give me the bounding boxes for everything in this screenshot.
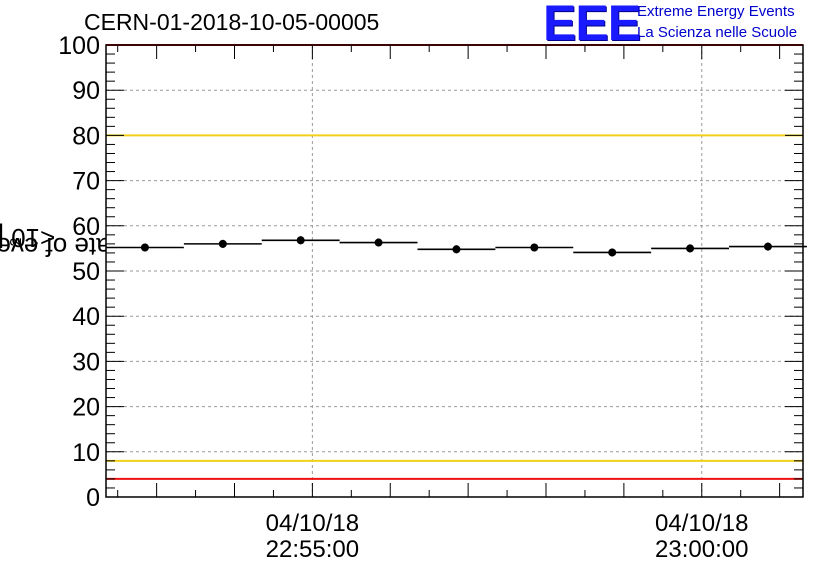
chart-title: CERN-01-2018-10-05-00005 [84,9,380,35]
y-tick-label: 70 [72,168,100,196]
y-tick-label: 10 [72,439,100,467]
data-point [296,236,305,245]
logo-tagline-bottom: La Scienza nelle Scuole [637,24,798,41]
y-tick-label: 50 [72,258,100,286]
data-point [374,238,383,247]
y-tick-label: 90 [72,77,100,105]
y-tick-label: 60 [72,213,100,241]
eee-logo: EEE [543,0,641,51]
data-point [452,245,461,254]
y-tick-label: 20 [72,394,100,422]
data-point [686,244,695,253]
data-point [140,243,149,252]
plot-frame [105,44,804,498]
y-tick-label: 40 [72,303,100,331]
x-tick-label-date: 04/10/18 [655,510,748,537]
y-tick-label: 100 [58,32,100,60]
x-tick-label-time: 23:00:00 [655,536,748,563]
data-point [608,248,617,257]
data-point [218,239,227,248]
y-tick-label: 30 [72,348,100,376]
y-tick-label: 80 [72,122,100,150]
y-tick-label: 0 [86,484,100,512]
logo-tagline-top: Extreme Energy Events [637,3,795,20]
x-tick-label-date: 04/10/18 [266,510,359,537]
data-point [763,242,772,251]
x-tick-label-time: 22:55:00 [266,536,359,563]
data-point [530,243,539,252]
